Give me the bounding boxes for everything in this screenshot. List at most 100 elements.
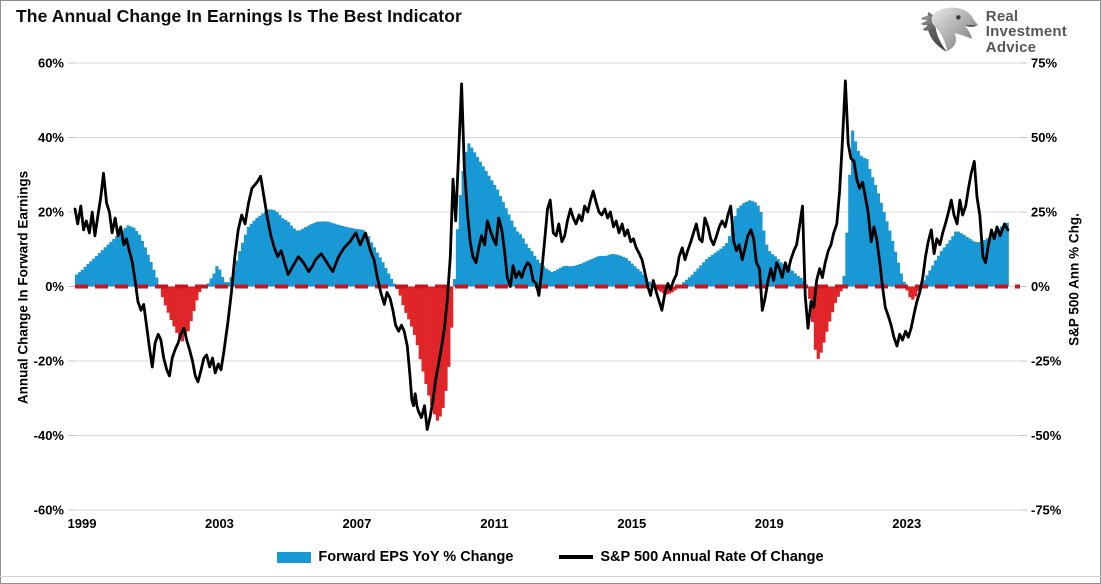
eps-bar: [183, 286, 187, 337]
eps-bar: [747, 200, 752, 287]
eps-bar: [455, 229, 460, 287]
eps-bar: [430, 286, 434, 406]
eps-bar: [103, 247, 107, 287]
y-tick-label-left: 60%: [38, 56, 64, 71]
eps-bar: [289, 225, 293, 287]
eps-bar: [347, 227, 351, 287]
eps-bar: [352, 228, 356, 287]
eps-bar: [931, 265, 935, 287]
eps-bar: [914, 286, 918, 297]
eps-bar: [286, 222, 291, 287]
eps-bar: [516, 231, 520, 287]
eps-bar: [541, 265, 545, 287]
eps-bar: [573, 265, 577, 287]
y-tick-label-left: -20%: [34, 354, 65, 369]
eps-bar: [879, 202, 883, 287]
eps-bar: [733, 216, 737, 287]
eps-bar: [453, 279, 457, 287]
eps-bar: [962, 235, 966, 287]
eps-bar: [965, 236, 969, 287]
eps-bar: [928, 270, 932, 287]
eps-bar: [266, 209, 271, 287]
eps-bar: [785, 266, 789, 287]
eps-bar: [596, 256, 600, 287]
eps-bar: [112, 239, 116, 287]
legend-label: Forward EPS YoY % Change: [318, 549, 514, 565]
eps-bar: [324, 221, 328, 287]
eps-bar: [92, 258, 96, 287]
eps-bar: [243, 234, 248, 287]
eps-bar: [971, 240, 975, 287]
eps-bar: [888, 230, 892, 287]
eps-bar: [189, 286, 193, 322]
eps-bar: [361, 229, 365, 287]
eps-bar: [581, 262, 586, 287]
eps-bar: [166, 286, 170, 313]
legend-item-forward-eps: Forward EPS YoY % Change: [277, 549, 513, 565]
eps-bar: [172, 286, 176, 327]
eps-bar: [518, 234, 523, 287]
eps-bar: [647, 281, 651, 287]
eps-bar: [908, 286, 912, 298]
eps-bar: [616, 254, 620, 287]
y-tick-label-right: -50%: [1031, 428, 1062, 443]
eps-bar: [421, 286, 425, 372]
eps-bar: [427, 286, 431, 396]
eps-bar: [979, 241, 984, 287]
eps-bar: [450, 286, 454, 328]
eps-bar: [836, 286, 840, 297]
eps-bar: [710, 254, 714, 287]
eps-bar: [936, 255, 941, 287]
eps-bar: [275, 211, 279, 287]
eps-bar: [876, 193, 880, 287]
eps-bar: [567, 266, 571, 287]
eps-bar: [241, 242, 245, 287]
eps-bar: [822, 286, 826, 343]
eps-bar: [968, 238, 972, 287]
legend-label: S&P 500 Annual Rate Of Change: [600, 549, 824, 565]
eps-bar: [155, 277, 159, 287]
eps-bar: [957, 231, 961, 287]
eps-bar: [885, 221, 889, 287]
eps-bar: [550, 272, 554, 287]
eps-bar: [536, 259, 540, 287]
forward-eps-swatch: [277, 551, 312, 563]
eps-bar: [945, 244, 949, 287]
eps-bar: [590, 258, 594, 287]
eps-bar: [765, 244, 769, 287]
eps-bar: [349, 228, 354, 287]
eps-bar: [132, 227, 136, 287]
eps-bar: [825, 286, 829, 332]
eps-bar: [75, 274, 79, 287]
eps-bar: [464, 152, 468, 287]
eps-bar: [344, 226, 348, 287]
eps-bar: [264, 211, 268, 287]
eps-bar: [335, 224, 339, 287]
eps-bar: [384, 267, 388, 287]
eps-bar: [306, 225, 311, 287]
eps-bar: [759, 212, 763, 287]
eps-bar: [309, 224, 313, 287]
eps-bar: [558, 267, 563, 287]
eps-bar: [925, 275, 929, 287]
eps-bar: [636, 268, 640, 287]
eps-bar: [410, 286, 414, 327]
eps-bar: [312, 222, 316, 287]
eps-bar: [788, 268, 792, 287]
eps-bar: [561, 266, 565, 287]
y-tick-label-right: 50%: [1031, 130, 1057, 145]
eps-bar: [504, 208, 508, 287]
eps-bar: [624, 258, 628, 287]
eps-bar: [378, 257, 382, 287]
eps-bar: [730, 226, 734, 287]
y-tick-label-left: 40%: [38, 130, 64, 145]
eps-bar: [126, 225, 130, 287]
y-tick-label-left: -60%: [34, 503, 65, 518]
eps-bar: [192, 286, 196, 312]
eps-bar: [212, 273, 216, 287]
eps-bar: [364, 232, 368, 287]
eps-bar: [853, 141, 858, 287]
eps-bar: [922, 280, 926, 287]
brand-logo: Real Investment Advice: [919, 6, 1067, 58]
eps-bar: [977, 242, 981, 287]
